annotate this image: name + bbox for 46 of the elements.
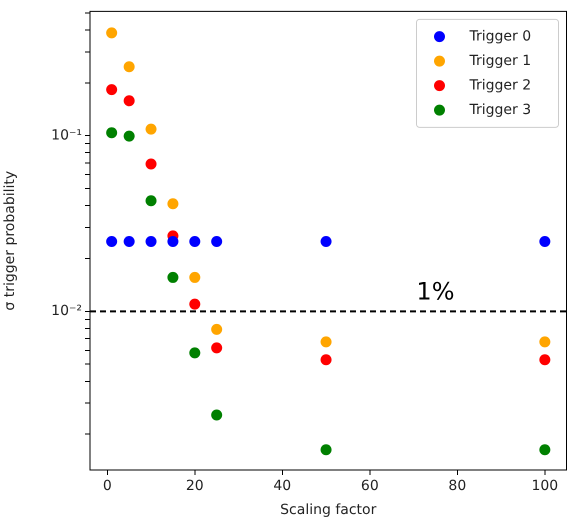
point — [211, 410, 222, 421]
point — [320, 336, 332, 348]
x-tick-label: 40 — [273, 478, 292, 494]
y-axis-title: σ trigger probability — [2, 170, 18, 311]
point — [146, 236, 157, 247]
point — [320, 236, 332, 247]
point — [124, 95, 135, 106]
point — [106, 236, 118, 247]
x-tick-label: 60 — [360, 478, 379, 494]
point — [146, 124, 157, 135]
point — [211, 342, 222, 354]
y-tick-label: 10⁻¹ — [51, 127, 82, 144]
point — [320, 444, 332, 456]
x-tick-label: 100 — [531, 478, 558, 494]
ref-line-label: 1% — [416, 277, 454, 306]
x-tick-label: 80 — [448, 478, 466, 494]
point — [124, 236, 135, 247]
point — [539, 444, 550, 456]
legend-label: Trigger 3 — [468, 102, 532, 118]
point — [539, 236, 550, 247]
point — [320, 354, 332, 366]
x-tick-label: 20 — [186, 478, 204, 494]
point — [211, 324, 222, 335]
point — [124, 61, 135, 72]
point — [146, 195, 157, 206]
point — [539, 354, 550, 366]
point — [167, 236, 178, 247]
point — [167, 198, 178, 210]
point — [106, 84, 118, 96]
point — [539, 336, 550, 348]
point — [189, 347, 200, 358]
legend-label: Trigger 2 — [468, 77, 532, 94]
point — [106, 127, 118, 138]
x-axis-title: Scaling factor — [280, 502, 377, 518]
point — [211, 236, 222, 247]
point — [124, 130, 135, 142]
legend-label: Trigger 1 — [468, 52, 532, 69]
legend-label: Trigger 0 — [468, 28, 532, 44]
point — [189, 298, 200, 310]
y-tick-label: 10⁻² — [51, 303, 82, 319]
point — [189, 272, 200, 283]
point — [146, 158, 157, 170]
point — [189, 236, 200, 247]
point — [167, 272, 178, 283]
x-tick-label: 0 — [102, 478, 112, 494]
point — [106, 27, 118, 38]
